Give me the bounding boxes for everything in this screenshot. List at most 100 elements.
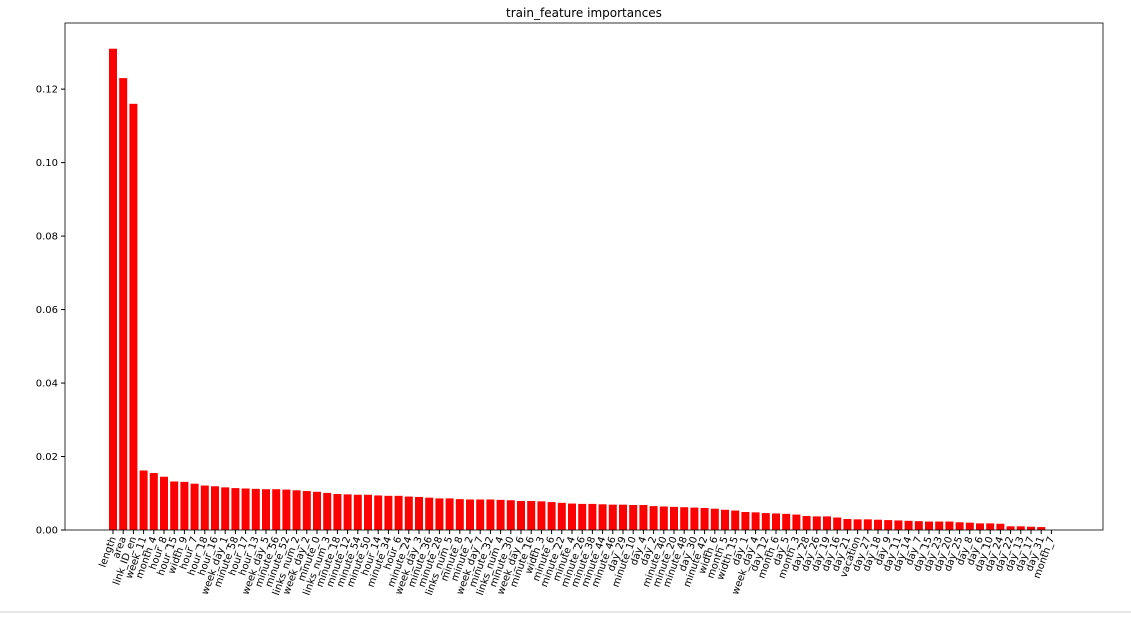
bar — [282, 489, 291, 530]
bar — [792, 514, 801, 530]
bar — [221, 487, 230, 530]
bar — [313, 491, 321, 530]
bar — [782, 513, 791, 530]
bar — [670, 506, 678, 530]
bar — [976, 523, 984, 530]
bar — [986, 523, 995, 530]
bar — [527, 500, 536, 530]
bar — [578, 503, 587, 530]
bar — [353, 494, 362, 530]
bar — [761, 513, 770, 530]
bar — [200, 485, 209, 530]
bar — [139, 470, 148, 530]
bar — [160, 476, 168, 530]
bar — [537, 501, 546, 530]
bar — [925, 521, 933, 530]
bar — [914, 521, 923, 530]
y-tick-label: 0.06 — [36, 305, 58, 316]
bar — [833, 517, 842, 530]
bar — [445, 498, 454, 530]
bar — [1027, 526, 1035, 530]
bar — [823, 516, 831, 530]
bar — [731, 510, 740, 530]
bar — [894, 520, 903, 530]
bar — [1006, 526, 1015, 530]
bar — [466, 499, 474, 530]
bar — [384, 495, 393, 530]
bar — [680, 507, 689, 530]
bar — [700, 507, 709, 530]
bar — [129, 103, 138, 531]
bar — [496, 499, 505, 530]
bar — [812, 516, 821, 530]
bar — [180, 481, 189, 530]
bar — [343, 494, 352, 530]
bar — [608, 504, 617, 530]
bar — [190, 483, 199, 530]
bar — [996, 523, 1005, 530]
bar — [241, 488, 250, 530]
bar — [568, 503, 576, 530]
bar — [415, 496, 423, 530]
y-tick-label: 0.02 — [36, 452, 58, 463]
bar — [772, 513, 780, 530]
bar — [721, 509, 729, 530]
bar — [904, 520, 913, 530]
bar — [149, 473, 158, 530]
y-tick-label: 0.04 — [36, 379, 58, 390]
bar — [476, 499, 485, 530]
bar — [262, 489, 270, 530]
plot-frame — [64, 22, 1104, 531]
bar — [945, 521, 954, 530]
bar — [333, 493, 342, 530]
chart-title: train_feature importances — [506, 6, 662, 20]
bar — [394, 495, 403, 530]
bar — [843, 518, 852, 530]
bar — [710, 508, 719, 530]
bar — [741, 511, 750, 530]
bar — [649, 506, 658, 530]
bar — [802, 516, 811, 530]
bar — [109, 48, 117, 530]
bar — [506, 500, 515, 530]
bar — [659, 506, 668, 530]
bar — [639, 505, 648, 530]
bar — [690, 507, 699, 530]
bar — [486, 499, 495, 530]
bar — [619, 504, 627, 530]
bar — [935, 521, 944, 530]
y-tick-label: 0.12 — [36, 85, 58, 96]
bar — [231, 488, 240, 530]
bar — [751, 512, 760, 530]
bar — [1016, 526, 1025, 530]
bar — [435, 498, 444, 530]
bar — [863, 519, 872, 530]
bar — [292, 490, 301, 530]
bar — [425, 497, 434, 530]
bar — [517, 500, 525, 530]
bar — [374, 495, 383, 530]
bar — [884, 520, 893, 530]
bar — [629, 505, 638, 530]
y-tick-label: 0.00 — [36, 526, 58, 537]
bar — [853, 519, 862, 530]
bar — [547, 502, 556, 530]
bar — [874, 519, 882, 530]
bar — [557, 502, 566, 530]
bar — [364, 494, 372, 530]
bar — [965, 522, 974, 530]
bar — [119, 78, 128, 530]
bar — [404, 496, 413, 530]
bar — [588, 503, 597, 530]
bar — [455, 499, 464, 530]
bar — [170, 481, 179, 530]
bar — [598, 504, 607, 530]
bar — [211, 486, 219, 530]
bar — [272, 489, 281, 530]
bar — [251, 488, 260, 530]
y-tick-label: 0.10 — [36, 158, 58, 169]
bar — [955, 522, 964, 530]
y-tick-label: 0.08 — [36, 232, 58, 243]
bar — [1037, 527, 1046, 530]
